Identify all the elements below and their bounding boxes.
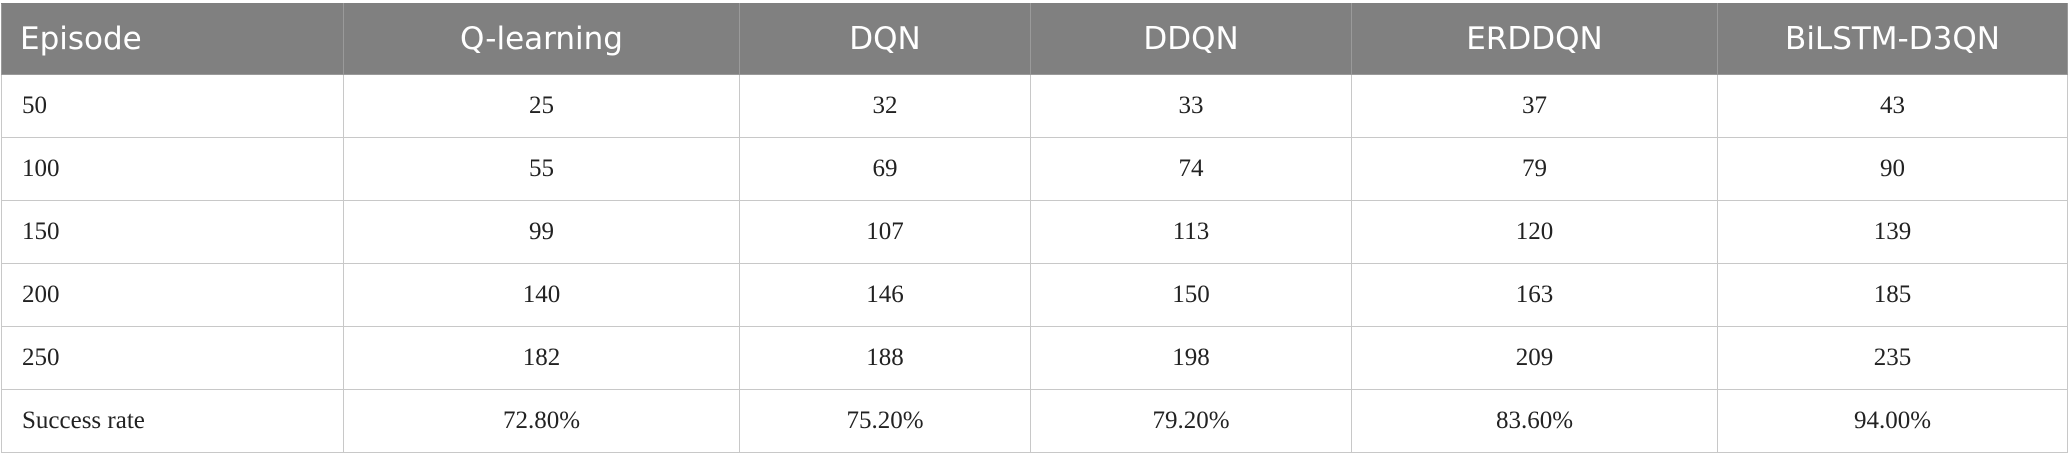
row-label: 200 — [1, 263, 344, 327]
table-cell: 188 — [739, 326, 1031, 390]
table-cell: 43 — [1717, 74, 2068, 138]
table-row: 250 182 188 198 209 235 — [1, 326, 2068, 390]
table-cell: 182 — [343, 326, 740, 390]
table-cell: 33 — [1030, 74, 1352, 138]
header-cell: ERDDQN — [1351, 3, 1718, 75]
table-cell: 185 — [1717, 263, 2068, 327]
header-cell: DQN — [739, 3, 1031, 75]
table-cell: 79 — [1351, 137, 1718, 201]
table-cell: 90 — [1717, 137, 2068, 201]
row-label: 50 — [1, 74, 344, 138]
table-cell: 113 — [1030, 200, 1352, 264]
table-cell: 235 — [1717, 326, 2068, 390]
table-cell: 140 — [343, 263, 740, 327]
table-cell: 150 — [1030, 263, 1352, 327]
table-cell: 25 — [343, 74, 740, 138]
table-cell: 37 — [1351, 74, 1718, 138]
row-label: Success rate — [1, 389, 344, 453]
table-cell: 146 — [739, 263, 1031, 327]
table-row: Success rate 72.80% 75.20% 79.20% 83.60% 94.0… — [1, 389, 2068, 453]
row-label: 150 — [1, 200, 344, 264]
table-cell: 209 — [1351, 326, 1718, 390]
table-cell: 163 — [1351, 263, 1718, 327]
table-cell: 75.20% — [739, 389, 1031, 453]
table-cell: 72.80% — [343, 389, 740, 453]
table-cell: 120 — [1351, 200, 1718, 264]
header-row: Episode Q-learning DQN DDQN ERDDQN BiLSTM-D3Q… — [1, 3, 2068, 75]
table-row: 150 99 107 113 120 139 — [1, 200, 2068, 264]
table-cell: 94.00% — [1717, 389, 2068, 453]
header-cell: Q-learning — [343, 3, 740, 75]
table-cell: 107 — [739, 200, 1031, 264]
table-cell: 198 — [1030, 326, 1352, 390]
row-label: 100 — [1, 137, 344, 201]
table-row: 200 140 146 150 163 185 — [1, 263, 2068, 327]
table-cell: 139 — [1717, 200, 2068, 264]
table-cell: 83.60% — [1351, 389, 1718, 453]
table-cell: 74 — [1030, 137, 1352, 201]
table-cell: 55 — [343, 137, 740, 201]
table-body: 50 25 32 33 37 43 100 55 69 74 79 90 150 99 107 113 120 1… — [1, 74, 2068, 453]
header-cell: BiLSTM-D3QN — [1717, 3, 2068, 75]
row-label: 250 — [1, 326, 344, 390]
results-table: Episode Q-learning DQN DDQN ERDDQN BiLSTM-D3Q… — [1, 3, 2068, 453]
table-cell: 32 — [739, 74, 1031, 138]
table-cell: 99 — [343, 200, 740, 264]
table-cell: 69 — [739, 137, 1031, 201]
header-cell: DDQN — [1030, 3, 1352, 75]
table-cell: 79.20% — [1030, 389, 1352, 453]
table-row: 50 25 32 33 37 43 — [1, 74, 2068, 138]
header-cell: Episode — [1, 3, 344, 75]
table-row: 100 55 69 74 79 90 — [1, 137, 2068, 201]
